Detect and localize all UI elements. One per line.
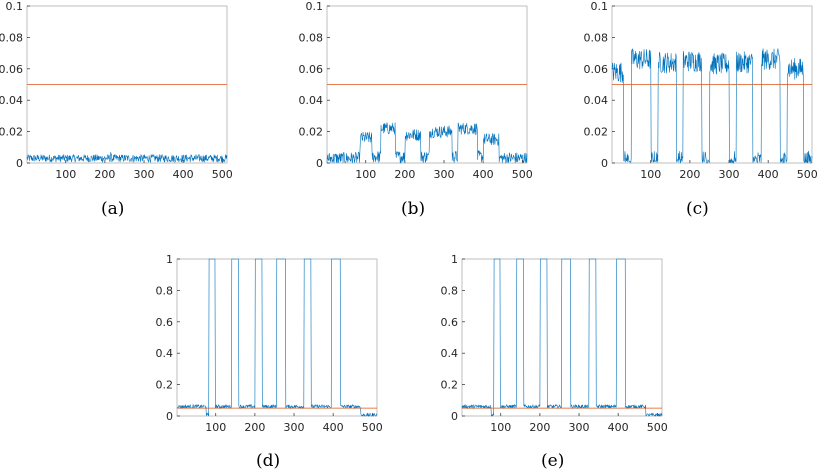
x-tick-label-e-0: 100 (490, 421, 511, 434)
y-tick-label-d-0: 0 (166, 410, 173, 423)
y-tick-label-a-1: 0.02 (0, 126, 23, 139)
x-tick-label-a-1: 200 (94, 168, 115, 181)
y-tick-label-d-1: 0.2 (156, 379, 174, 392)
y-tick-label-e-3: 0.6 (441, 316, 459, 329)
x-tick-label-c-2: 300 (719, 168, 740, 181)
x-tick-label-b-3: 400 (473, 168, 494, 181)
x-tick-label-e-3: 400 (608, 421, 629, 434)
y-tick-label-c-0: 0 (601, 157, 608, 170)
x-tick-label-c-3: 400 (758, 168, 779, 181)
y-tick-label-e-2: 0.4 (441, 347, 459, 360)
y-tick-label-a-0: 0 (16, 157, 23, 170)
x-tick-label-b-4: 500 (512, 168, 533, 181)
caption-e: (e) (541, 451, 565, 471)
y-tick-label-a-2: 0.04 (0, 94, 23, 107)
y-tick-label-e-4: 0.8 (441, 284, 459, 297)
y-tick-label-c-4: 0.08 (584, 31, 609, 44)
x-tick-label-a-0: 100 (55, 168, 76, 181)
y-tick-label-c-2: 0.04 (584, 94, 609, 107)
series-line-e-0 (461, 258, 663, 417)
x-tick-label-a-2: 300 (134, 168, 155, 181)
caption-b: (b) (401, 199, 426, 219)
x-tick-label-b-2: 300 (434, 168, 455, 181)
x-tick-label-e-1: 200 (529, 421, 550, 434)
y-tick-label-a-3: 0.06 (0, 63, 23, 76)
series-line-c-0 (611, 48, 813, 164)
x-tick-label-e-4: 500 (647, 421, 668, 434)
x-tick-label-a-4: 500 (212, 168, 233, 181)
y-tick-label-b-0: 0 (316, 157, 323, 170)
y-tick-label-e-0: 0 (451, 410, 458, 423)
y-tick-label-d-2: 0.4 (156, 347, 174, 360)
y-tick-label-a-5: 0.1 (6, 0, 24, 13)
y-tick-label-d-5: 1 (166, 253, 173, 266)
y-tick-label-d-4: 0.8 (156, 284, 174, 297)
x-tick-label-d-1: 200 (244, 421, 265, 434)
y-tick-label-b-5: 0.1 (306, 0, 324, 13)
x-tick-label-d-0: 100 (205, 421, 226, 434)
caption-a: (a) (101, 199, 125, 219)
y-tick-label-a-4: 0.08 (0, 31, 23, 44)
x-tick-label-b-0: 100 (355, 168, 376, 181)
x-tick-label-b-1: 200 (394, 168, 415, 181)
x-tick-label-d-2: 300 (284, 421, 305, 434)
series-line-a-0 (26, 151, 228, 164)
x-tick-label-d-3: 400 (323, 421, 344, 434)
y-tick-label-c-1: 0.02 (584, 126, 609, 139)
caption-d: (d) (256, 451, 281, 471)
caption-c: (c) (686, 199, 709, 219)
x-tick-label-c-0: 100 (640, 168, 661, 181)
y-tick-label-c-5: 0.1 (591, 0, 609, 13)
x-tick-label-c-4: 500 (797, 168, 818, 181)
series-line-b-0 (326, 122, 528, 164)
y-tick-label-c-3: 0.06 (584, 63, 609, 76)
x-tick-label-e-2: 300 (569, 421, 590, 434)
y-tick-label-b-2: 0.04 (299, 94, 324, 107)
y-tick-label-d-3: 0.6 (156, 316, 174, 329)
y-tick-label-e-1: 0.2 (441, 379, 459, 392)
series-line-d-0 (176, 258, 378, 418)
y-tick-label-b-4: 0.08 (299, 31, 324, 44)
y-tick-label-b-3: 0.06 (299, 63, 324, 76)
y-tick-label-e-5: 1 (451, 253, 458, 266)
x-tick-label-d-4: 500 (362, 421, 383, 434)
y-tick-label-b-1: 0.02 (299, 126, 324, 139)
x-tick-label-c-1: 200 (679, 168, 700, 181)
x-tick-label-a-3: 400 (173, 168, 194, 181)
